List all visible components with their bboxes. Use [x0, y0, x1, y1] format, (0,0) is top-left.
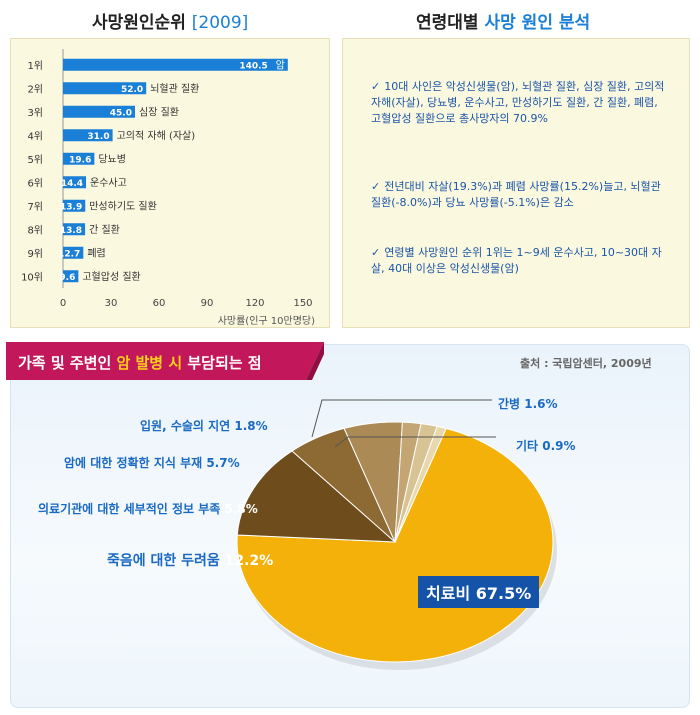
bar-category-label: 뇌혈관 질환: [150, 82, 199, 95]
bar-category-label: 만성하기도 질환: [89, 199, 157, 212]
rank-label: 2위: [27, 82, 43, 95]
bar-chart-panel: 1위 140.5 암 2위 52.0 뇌혈관 질환 3위 45.0 심장 질환 4위 31.0 고의적…: [10, 38, 330, 328]
banner-shape: [6, 342, 324, 380]
rank-label: 4위: [27, 129, 43, 142]
pie-title-banner: [6, 342, 324, 380]
pie-title-part-1: 가족 및 주변인: [18, 354, 117, 372]
pie-label-ganbyeong: 간병 1.6%: [498, 397, 558, 411]
pie-chart-panel: [10, 344, 690, 708]
pie-label-cost-text: 치료비 67.5%: [426, 584, 532, 603]
rank-label: 10위: [21, 270, 43, 283]
rank-label: 5위: [27, 153, 43, 166]
bar-category-label: 심장 질환: [139, 106, 179, 118]
pie-title-part-3: 부담되는 점: [182, 354, 262, 372]
bar: [63, 223, 86, 236]
source-note: 출처 : 국립암센터, 2009년: [520, 357, 652, 370]
banner-shadow: [306, 342, 324, 380]
bar-value-label: 13.8: [60, 226, 82, 236]
right-title-main: 연령대별: [416, 13, 479, 33]
analysis-text-1: 10대 사인은 악성신생물(암), 뇌혈관 질환, 심장 질환, 고의적 자해(…: [371, 80, 665, 125]
pie-title-highlight: 암 발병 시: [116, 354, 183, 372]
pie-label-knowledge: 암에 대한 정확한 지식 부재 5.7%: [64, 456, 240, 470]
rank-label: 8위: [27, 223, 43, 236]
bar-value-label: 14.4: [61, 179, 83, 189]
bar-value-label: 52.0: [121, 85, 143, 95]
bar: [63, 152, 95, 165]
death-rate-bar-chart: 1위 140.5 암 2위 52.0 뇌혈관 질환 3위 45.0 심장 질환 4위 31.0 고의적…: [21, 49, 315, 327]
pie-label-info: 의료기관에 대한 세부적인 정보 부족 5.8%: [38, 500, 258, 517]
rank-label: 9위: [27, 247, 43, 260]
left-title: 사망원인순위 [2009]: [92, 8, 248, 33]
left-title-year: [2009]: [191, 13, 249, 33]
check-icon: ✓: [371, 80, 381, 93]
bar: [63, 82, 147, 95]
pie-label-fear-text: 죽음에 대한 두려움: [107, 553, 220, 569]
x-tick-label: 150: [293, 298, 312, 309]
pie-label-info-pct: 5.8%: [224, 502, 258, 516]
x-tick-label: 0: [60, 298, 66, 309]
analysis-item-2: ✓ 전년대비 자살(19.3%)과 폐렴 사망률(15.2%)늘고, 뇌혈관 질환…: [371, 179, 671, 211]
pie-title: 가족 및 주변인 암 발병 시 부담되는 점: [18, 352, 262, 373]
check-icon: ✓: [371, 180, 381, 193]
bar: [63, 129, 113, 142]
rank-label: 7위: [27, 200, 43, 213]
pie-label-cost: 치료비 67.5%: [418, 576, 540, 608]
x-tick-label: 90: [201, 298, 214, 309]
x-axis-label: 사망률(인구 10만명당): [218, 315, 315, 327]
bar-category-label: 간 질환: [89, 224, 120, 236]
bar-category-label: 고의적 자해 (자살): [117, 129, 196, 142]
bar-category-label: 운수사고: [90, 177, 127, 189]
x-tick-label: 120: [245, 298, 264, 309]
bar: [63, 58, 288, 71]
pie-label-fear-pct: 12.2%: [224, 553, 274, 569]
pie-label-surgery-delay: 입원, 수술의 지연 1.8%: [140, 419, 268, 433]
bar-value-label: 12.7: [58, 249, 80, 259]
left-title-main: 사망원인순위: [92, 13, 186, 33]
rank-label: 3위: [27, 106, 43, 119]
bar-category-label: 폐렴: [87, 246, 105, 259]
bar-category-label: 고혈압성 질환: [82, 270, 140, 283]
analysis-item-1: ✓ 10대 사인은 악성신생물(암), 뇌혈관 질환, 심장 질환, 고의적 자해…: [371, 79, 671, 127]
bar-value-label: 45.0: [110, 108, 132, 118]
x-tick-label: 30: [105, 298, 118, 309]
pie-label-info-text: 의료기관에 대한 세부적인 정보 부족: [38, 502, 221, 516]
right-title: 연령대별 사망 원인 분석: [416, 8, 590, 33]
analysis-text-2: 전년대비 자살(19.3%)과 폐렴 사망률(15.2%)늘고, 뇌혈관 질환(…: [371, 180, 661, 209]
bar-category-label: 당뇨병: [98, 153, 126, 165]
bar-value-label: 140.5: [239, 61, 267, 71]
bar-value-label: 19.6: [69, 155, 91, 165]
analysis-text-3: 연령별 사망원인 순위 1위는 1~9세 운수사고, 10~30대 자살, 40…: [371, 246, 662, 275]
check-icon: ✓: [371, 246, 381, 259]
bar: [63, 246, 84, 259]
bar-category-label: 암: [276, 59, 285, 71]
right-title-highlight: 사망 원인 분석: [484, 13, 591, 33]
x-tick-label: 60: [153, 298, 166, 309]
rank-label: 1위: [27, 59, 43, 72]
bar: [63, 105, 135, 118]
analysis-panel: ✓ 10대 사인은 악성신생물(암), 뇌혈관 질환, 심장 질환, 고의적 자해…: [342, 38, 690, 328]
bar-value-label: 13.9: [60, 202, 82, 212]
bar-value-label: 31.0: [87, 132, 109, 142]
pie-label-fear: 죽음에 대한 두려움 12.2%: [107, 550, 273, 570]
pie-label-gita: 기타 0.9%: [516, 439, 576, 453]
analysis-item-3: ✓ 연령별 사망원인 순위 1위는 1~9세 운수사고, 10~30대 자살, 4…: [371, 245, 671, 277]
bar: [63, 270, 79, 283]
bar: [63, 176, 87, 189]
rank-label: 6위: [27, 176, 43, 189]
bar: [63, 199, 86, 212]
bar-value-label: 9.6: [59, 273, 75, 283]
